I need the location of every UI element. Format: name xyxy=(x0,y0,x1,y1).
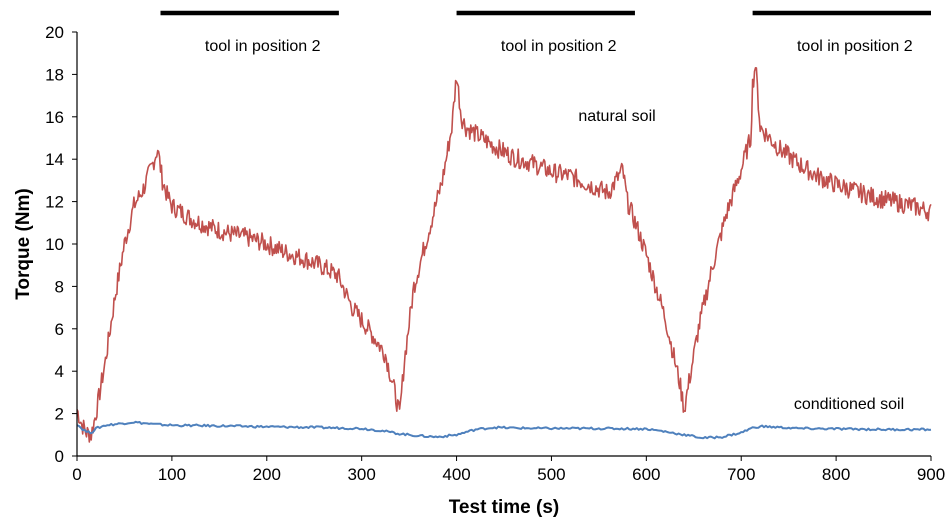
y-tick-label: 20 xyxy=(45,23,64,42)
x-tick-label: 100 xyxy=(158,465,186,484)
series-labels: natural soil conditioned soil xyxy=(578,108,904,413)
axes-group: 0 100 200 300 400 500 600 700 800 900 0 2 4 6 8 10 12 14… xyxy=(45,23,945,484)
y-tick-label: 16 xyxy=(45,108,64,127)
y-tick-label: 10 xyxy=(45,235,64,254)
y-tick-label: 4 xyxy=(55,362,64,381)
tool-position-label: tool in position 2 xyxy=(501,38,617,55)
x-tick-label: 900 xyxy=(917,465,945,484)
x-tick-label: 800 xyxy=(822,465,850,484)
y-tick-label: 12 xyxy=(45,193,64,212)
natural-soil-label: natural soil xyxy=(578,108,655,125)
y-tick-label: 8 xyxy=(55,277,64,296)
natural-soil-series-line xyxy=(76,67,932,443)
y-axis-title: Torque (Nm) xyxy=(13,188,34,300)
conditioned-soil-series-line xyxy=(76,420,932,440)
x-tick-label: 500 xyxy=(537,465,565,484)
y-tick-label: 18 xyxy=(45,65,64,84)
conditioned-soil-label: conditioned soil xyxy=(794,396,904,413)
y-ticks: 0 2 4 6 8 10 12 14 16 18 20 xyxy=(45,23,77,466)
y-tick-label: 14 xyxy=(45,150,64,169)
series-layer xyxy=(76,67,932,443)
y-tick-label: 6 xyxy=(55,320,64,339)
x-tick-label: 300 xyxy=(347,465,375,484)
x-tick-label: 400 xyxy=(442,465,470,484)
x-tick-label: 600 xyxy=(632,465,660,484)
annotations-group: tool in position 2 tool in position 2 tool… xyxy=(160,10,931,55)
x-tick-label: 700 xyxy=(727,465,755,484)
tool-position-label: tool in position 2 xyxy=(797,38,913,55)
tool-position-label: tool in position 2 xyxy=(205,38,321,55)
x-axis-title: Test time (s) xyxy=(449,497,560,518)
y-tick-label: 0 xyxy=(55,447,64,466)
x-ticks: 0 100 200 300 400 500 600 700 800 900 xyxy=(72,456,945,484)
y-tick-label: 2 xyxy=(55,405,64,424)
x-tick-label: 200 xyxy=(253,465,281,484)
x-tick-label: 0 xyxy=(72,465,81,484)
